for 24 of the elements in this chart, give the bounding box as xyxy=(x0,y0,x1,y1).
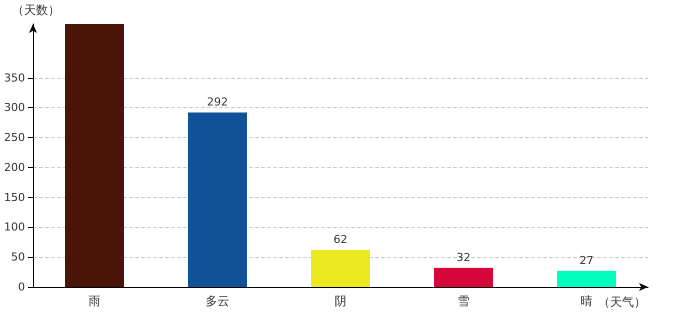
x-tick-label: 多云 xyxy=(206,294,230,308)
y-axis-title: （天数） xyxy=(12,3,60,17)
bar xyxy=(311,250,370,287)
y-tick-label: 200 xyxy=(4,160,25,174)
bar xyxy=(557,270,616,287)
bar xyxy=(65,24,124,287)
data-label: 62 xyxy=(334,232,348,246)
y-tick-label: 300 xyxy=(4,101,25,114)
y-tick-label: 350 xyxy=(4,71,25,84)
y-tick-label: 150 xyxy=(4,190,25,204)
x-tick-label: 雪 xyxy=(458,294,470,308)
y-tick-label: 0 xyxy=(18,280,25,294)
bar xyxy=(188,112,247,287)
y-tick-label: 100 xyxy=(4,220,25,234)
data-label: 32 xyxy=(456,250,470,264)
x-tick-label: 阴 xyxy=(334,294,346,308)
y-tick-label: 50 xyxy=(11,250,25,264)
x-axis-title: （天气） xyxy=(598,295,646,309)
data-label: 292 xyxy=(207,95,228,108)
x-tick-label: 晴 xyxy=(580,294,592,308)
x-tick-label: 雨 xyxy=(88,294,100,308)
data-label: 27 xyxy=(580,254,594,267)
y-tick-label: 250 xyxy=(4,131,25,144)
bar xyxy=(434,268,493,287)
